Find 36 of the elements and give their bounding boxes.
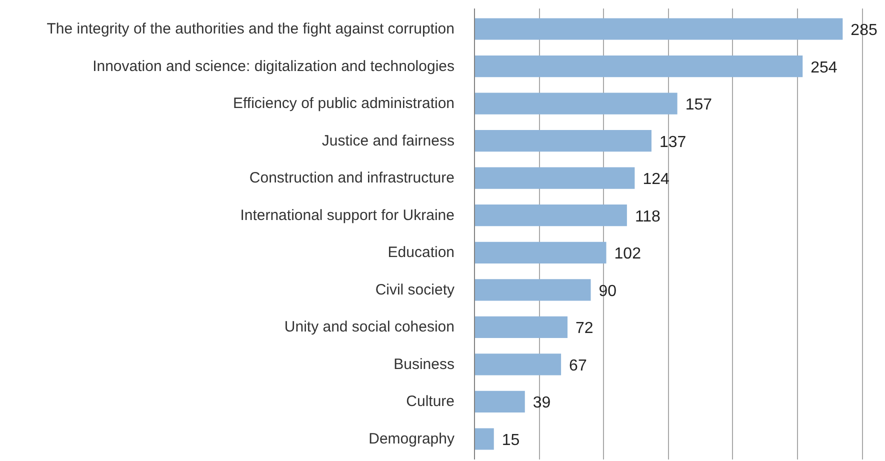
y-tick-label: Efficiency of public administration	[233, 95, 454, 112]
y-tick-label: Innovation and science: digitalization and technologies	[92, 58, 455, 75]
data-label: 15	[502, 432, 520, 449]
y-tick-label: Business	[394, 356, 455, 373]
data-label: 72	[576, 320, 594, 338]
y-tick-label: Education	[388, 244, 454, 262]
data-label: 285	[850, 22, 878, 39]
data-label: 39	[532, 394, 551, 412]
bar	[474, 55, 803, 78]
y-tick-label: Justice and fairness	[322, 132, 455, 150]
data-label: 124	[642, 171, 670, 188]
y-tick-label: International support for Ukraine	[240, 206, 455, 224]
bar	[474, 390, 525, 413]
y-tick-label: Civil society	[375, 281, 455, 298]
y-tick-label: The integrity of the authorities and the fight against corruption	[46, 20, 455, 38]
data-label: 157	[685, 96, 712, 114]
bar	[474, 204, 627, 226]
data-label: 118	[634, 208, 661, 226]
bar	[474, 279, 591, 301]
data-label: 90	[598, 282, 617, 300]
bar	[474, 92, 678, 114]
y-tick-label: Construction and infrastructure	[249, 170, 455, 187]
y-tick-label: Unity and social cohesion	[284, 318, 455, 336]
data-label: 254	[810, 59, 838, 76]
bar	[474, 354, 562, 376]
data-label: 137	[659, 134, 686, 151]
data-label: 102	[614, 246, 642, 263]
bar	[474, 242, 606, 264]
bar	[474, 130, 652, 152]
bar	[474, 167, 635, 189]
bar	[474, 428, 494, 450]
bar	[474, 316, 568, 338]
y-tick-label: Culture	[406, 393, 455, 410]
data-label: 67	[569, 357, 587, 374]
y-tick-label: Demography	[368, 430, 455, 448]
bar	[474, 18, 843, 40]
